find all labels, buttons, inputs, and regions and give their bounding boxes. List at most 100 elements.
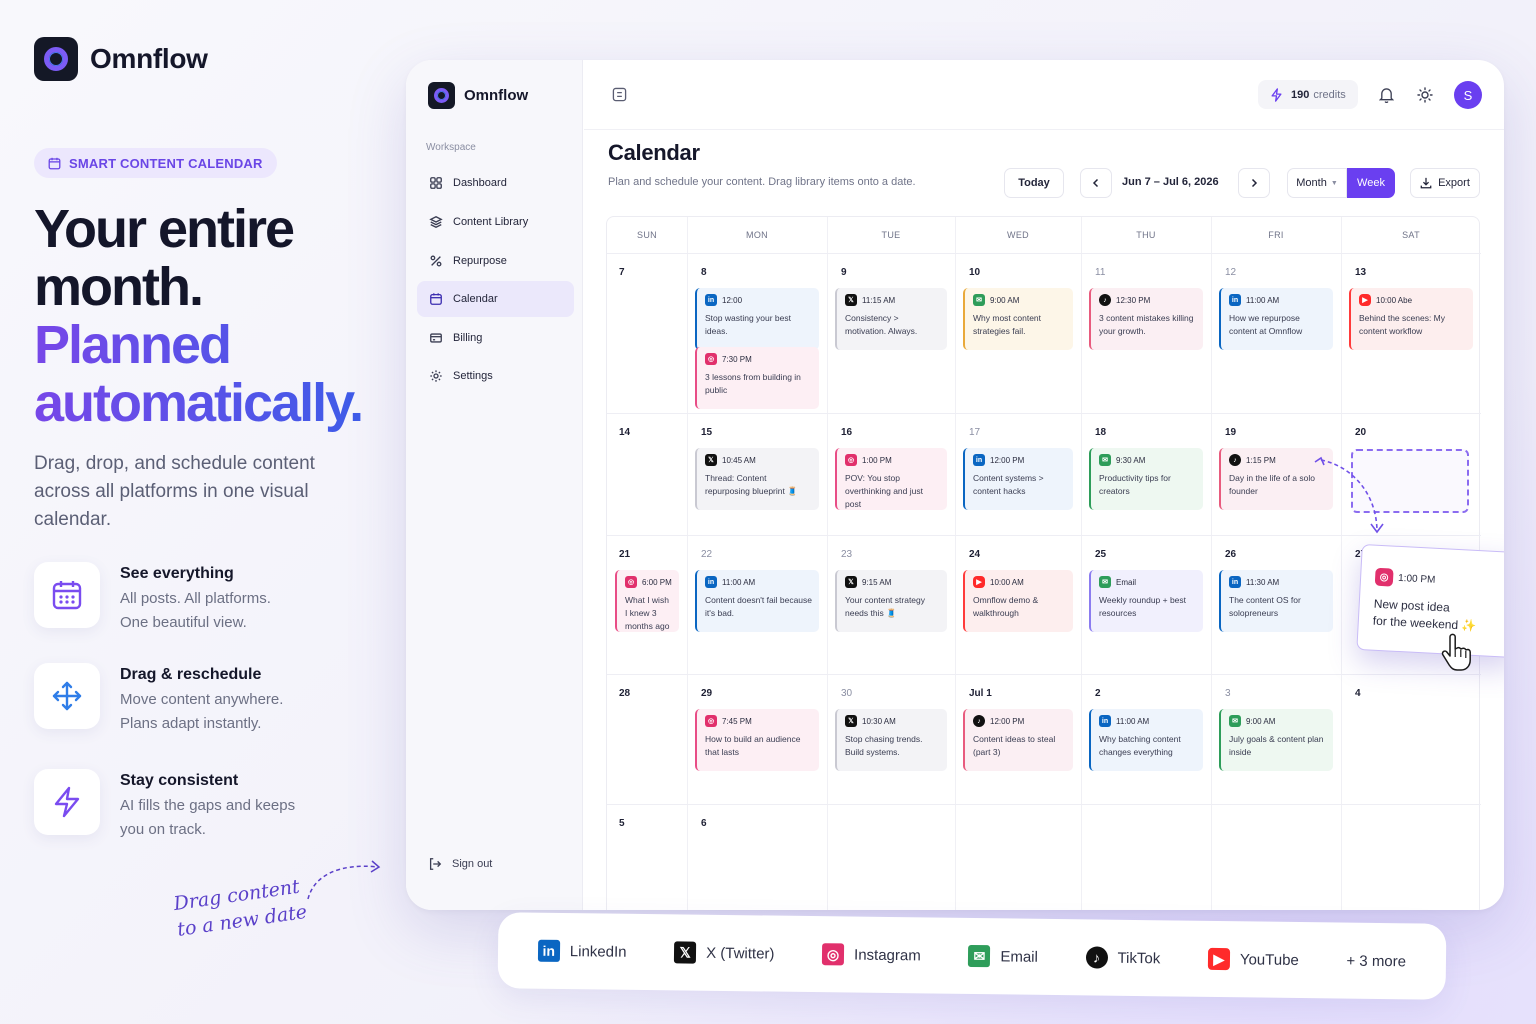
calendar-event[interactable]: in 11:30 AM The content OS for solopreneur… [1219,570,1333,632]
calendar-event[interactable]: in 12:00 PM Content systems > content hack… [963,448,1073,510]
calendar-event[interactable]: ✉ 9:30 AM Productivity tips for creators [1089,448,1203,510]
page-title: Calendar [608,140,700,165]
export-button[interactable]: Export [1410,168,1480,198]
sidebar-item-calendar[interactable]: Calendar [417,281,574,317]
calendar-event[interactable]: ◎ 1:00 PM POV: You stop overthinking and j… [835,448,947,510]
chevron-down-icon: ▼ [1330,179,1338,187]
youtube-icon: ▶ [973,576,985,588]
calendar-event[interactable]: in 11:00 AM Why batching content changes e… [1089,709,1203,771]
platform-youtube: ▶ YouTube [1207,947,1299,971]
platforms-bar: in LinkedIn 𝕏 X (Twitter) ◎ Instagram ✉ Email ♪ T… [497,912,1447,1000]
calendar-event[interactable]: ◎ 7:45 PM How to build an audience that la… [695,709,819,771]
calendar-event[interactable]: ▶ 10:00 AM Omnflow demo & walkthrough [963,570,1073,632]
event-header: ✉ 9:00 AM [1229,715,1326,727]
avatar[interactable]: S [1454,81,1482,109]
event-time: 11:00 AM [1116,716,1150,726]
sidebar-item-repurpose[interactable]: Repurpose [417,243,574,279]
calendar-event[interactable]: ▶ 10:00 Abe Behind the scenes: My content … [1349,288,1473,350]
event-header: ♪ 1:15 PM [1229,454,1326,466]
day-number: 9 [841,267,847,278]
event-header: ◎ 7:30 PM [705,353,812,365]
calendar-event[interactable]: in 11:00 AM How we repurpose content at Om… [1219,288,1333,350]
calendar-event[interactable]: 𝕏 10:45 AM Thread: Content repurposing blu… [695,448,819,510]
event-text: Consistency > motivation. Always. [845,313,918,336]
event-time: 10:45 AM [722,455,756,465]
x-icon: 𝕏 [845,576,857,588]
feature-desc-line: you on track. [120,821,206,838]
sidebar-item-label: Repurpose [453,255,507,267]
sidebar-item-settings[interactable]: Settings [417,358,574,394]
dragging-event-card[interactable]: ◎ 1:00 PM New post idea for the weekend … [1356,543,1504,659]
brand-logo: Omnflow [34,37,208,81]
event-text: Behind the scenes: My content workflow [1359,313,1445,336]
sidebar-item-billing[interactable]: Billing [417,320,574,356]
dashed-arrow-icon [307,860,381,900]
calendar-event[interactable]: ♪ 12:30 PM 3 content mistakes killing your… [1089,288,1203,350]
today-button[interactable]: Today [1004,168,1064,198]
feature-desc: AI fills the gaps and keeps you on track. [120,794,295,842]
drop-target-zone[interactable] [1351,449,1469,513]
calendar-event[interactable]: ♪ 1:15 PM Day in the life of a solo founde… [1219,448,1333,510]
sidebar-item-label: Billing [453,332,483,344]
calendar-event[interactable]: ✉ 9:00 AM July goals & content plan inside [1219,709,1333,771]
day-number: 7 [619,267,625,278]
platform-instagram: ◎ Instagram [821,943,921,966]
calendar-event[interactable]: ◎ 7:30 PM 3 lessons from building in publi… [695,347,819,409]
week-view-button[interactable]: Week [1347,168,1395,198]
event-text: 3 lessons from building in public [705,372,801,395]
event-time: 12:00 [722,295,743,305]
workspace-label: Workspace [426,142,476,153]
calendar-icon [48,157,61,169]
event-header: ✉ Email [1099,576,1196,588]
email-icon: ✉ [968,944,991,968]
sign-out-button[interactable]: Sign out [428,857,492,871]
event-header: ♪ 12:30 PM [1099,294,1196,306]
weekday-header: MON [746,230,768,240]
sidebar-item-label: Settings [453,370,493,382]
next-button[interactable] [1238,168,1270,198]
email-icon: ✉ [1229,715,1241,727]
hand-cursor-icon [1441,633,1471,671]
platform-tiktok: ♪ TikTok [1085,946,1160,969]
event-header: in 12:00 PM [973,454,1066,466]
day-number: 30 [841,688,853,699]
event-time: 11:00 AM [722,577,756,587]
sidebar-item-content-library[interactable]: Content Library [417,204,574,240]
grid-line [607,674,1481,675]
day-number: 14 [619,427,631,438]
calendar-event[interactable]: ✉ 9:00 AM Why most content strategies fail… [963,288,1073,350]
calendar-event[interactable]: 𝕏 11:15 AM Consistency > motivation. Alway… [835,288,947,350]
sidebar: Omnflow Workspace Dashboard Content Libra… [406,60,583,910]
event-text: POV: You stop overthinking and just post [845,473,923,509]
event-time: 10:00 Abe [1376,295,1413,305]
calendar-event[interactable]: 𝕏 10:30 AM Stop chasing trends. Build syst… [835,709,947,771]
calendar-event[interactable]: in 12:00 Stop wasting your best ideas. [695,288,819,350]
sidebar-item-dashboard[interactable]: Dashboard [417,165,574,201]
platform-more: + 3 more [1346,952,1406,970]
sidebar-logo[interactable]: Omnflow [428,82,528,109]
feature-desc: Move content anywhere. Plans adapt instan… [120,688,283,736]
sun-icon[interactable] [1417,87,1433,103]
linkedin-icon: in [1229,576,1241,588]
calendar-grid: SUN MON TUE WED THU FRI SAT 7 8 9 10 11 12 13 14 15 16 17… [606,216,1481,910]
bell-icon[interactable] [1379,87,1394,103]
instagram-icon: ◎ [705,353,717,365]
calendar-event[interactable]: ◎ 6:00 PM What I wish I knew 3 months ago [615,570,679,632]
month-view-button[interactable]: Month ▼ [1287,168,1347,198]
event-time: 7:45 PM [722,716,752,726]
calendar-event[interactable]: ✉ Email Weekly roundup + best resources [1089,570,1203,632]
calendar-event[interactable]: in 11:00 AM Content doesn't fail because i… [695,570,819,632]
calendar-event[interactable]: 𝕏 9:15 AM Your content strategy needs this… [835,570,947,632]
hero-heading: Your entire month. Planned automatically… [34,200,364,432]
prev-button[interactable] [1080,168,1112,198]
event-header: in 12:00 [705,294,812,306]
event-time: 12:30 PM [1116,295,1151,305]
event-text: The content OS for solopreneurs [1229,595,1301,618]
tiktok-icon: ♪ [973,715,985,727]
day-number: 4 [1355,688,1361,699]
credits-badge[interactable]: 190 credits [1258,80,1358,109]
event-header: in 11:00 AM [1099,715,1196,727]
calendar-event[interactable]: ♪ 12:00 PM Content ideas to steal (part 3) [963,709,1073,771]
feature-desc-line: Plans adapt instantly. [120,715,262,732]
sidebar-toggle-icon[interactable] [612,87,627,102]
